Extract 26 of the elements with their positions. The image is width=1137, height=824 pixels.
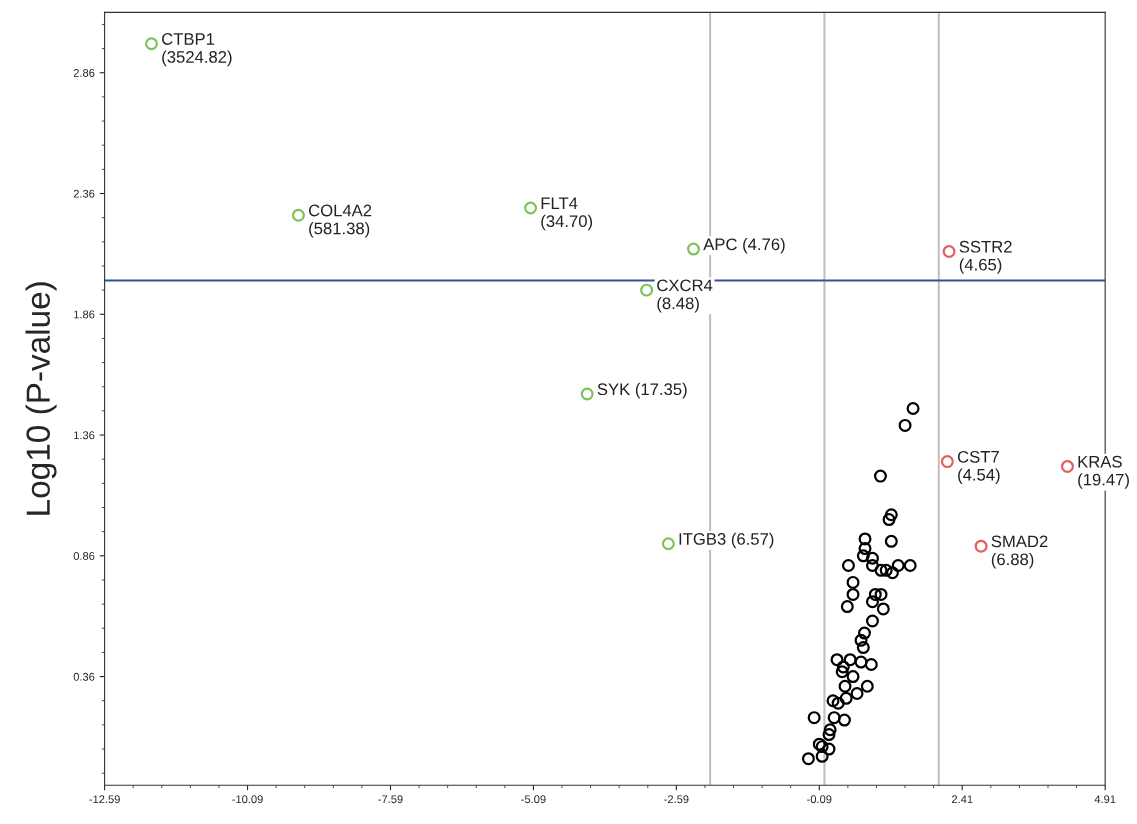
x-tick-label: 4.91	[1094, 795, 1116, 804]
annotation: COL4A2 (581.38)	[309, 204, 372, 238]
y-tick-label: 0.36	[73, 672, 95, 681]
x-tick-label: 2.41	[951, 795, 973, 804]
y-tick-label: 2.86	[73, 69, 95, 77]
annotation: SMAD2 (6.88)	[991, 535, 1048, 569]
y-axis-title: Log10 (P-value)	[25, 282, 57, 515]
x-tick-label: -7.59	[378, 795, 403, 804]
x-tick-label: -0.09	[807, 795, 832, 804]
y-tick-label: 1.36	[74, 431, 95, 440]
annotation: CST7 (4.54)	[957, 450, 1000, 484]
annotation: CTBP1 (3524.82)	[162, 33, 232, 67]
annotation: FLT4 (34.70)	[541, 197, 593, 231]
annotation: KRAS (19.47)	[1078, 455, 1129, 489]
x-tick-label: -12.59	[89, 795, 120, 804]
x-tick-label: -5.09	[521, 795, 546, 804]
annotation: ITGB3 (6.57)	[679, 532, 774, 549]
y-tick-label: 1.86	[74, 310, 95, 319]
annotation: SYK (17.35)	[597, 382, 687, 399]
y-tick-label: 2.36	[73, 189, 95, 198]
x-tick-label: -2.59	[664, 795, 689, 804]
annotation: SSTR2 (4.65)	[959, 240, 1012, 274]
x-tick-label: -10.09	[232, 795, 263, 804]
y-tick-label: 0.86	[73, 552, 95, 560]
annotation: APC (4.76)	[703, 237, 785, 254]
annotation: CXCR4 (8.48)	[657, 279, 713, 313]
